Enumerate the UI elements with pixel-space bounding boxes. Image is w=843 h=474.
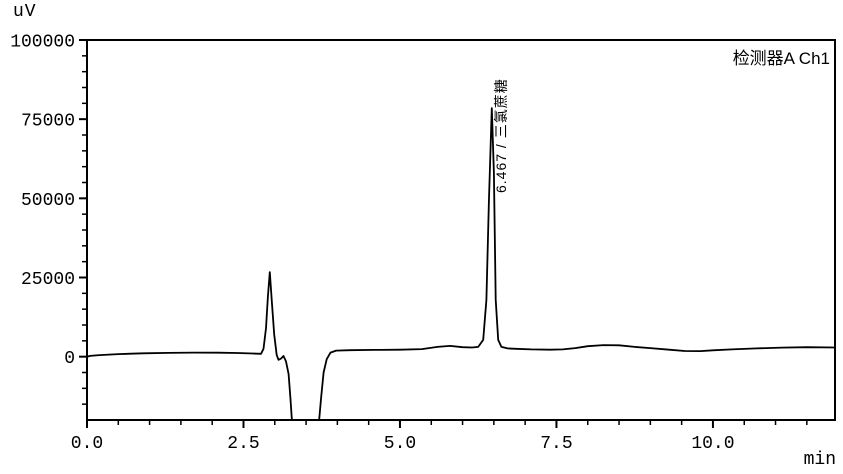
x-tick-label: 5.0: [384, 434, 416, 454]
y-axis-unit-label: uV: [13, 2, 37, 22]
chromatogram-trace: [87, 107, 835, 420]
y-tick-label: 75000: [21, 112, 75, 132]
x-tick-label: 0.0: [71, 434, 103, 454]
detector-channel-label: 检测器A Ch1: [732, 49, 830, 68]
peak-annotation: 6.467 / 三氯蔗糖: [492, 78, 509, 193]
x-axis-unit-label: min: [803, 450, 836, 470]
y-tick-label: 0: [64, 349, 75, 369]
x-tick-label: 10.0: [691, 434, 734, 454]
y-tick-label: 100000: [10, 33, 75, 53]
y-tick-label: 50000: [21, 191, 75, 211]
x-tick-label: 7.5: [540, 434, 572, 454]
x-tick-label: 2.5: [227, 434, 259, 454]
plot-border: [86, 39, 836, 421]
y-tick-label: 25000: [21, 270, 75, 290]
